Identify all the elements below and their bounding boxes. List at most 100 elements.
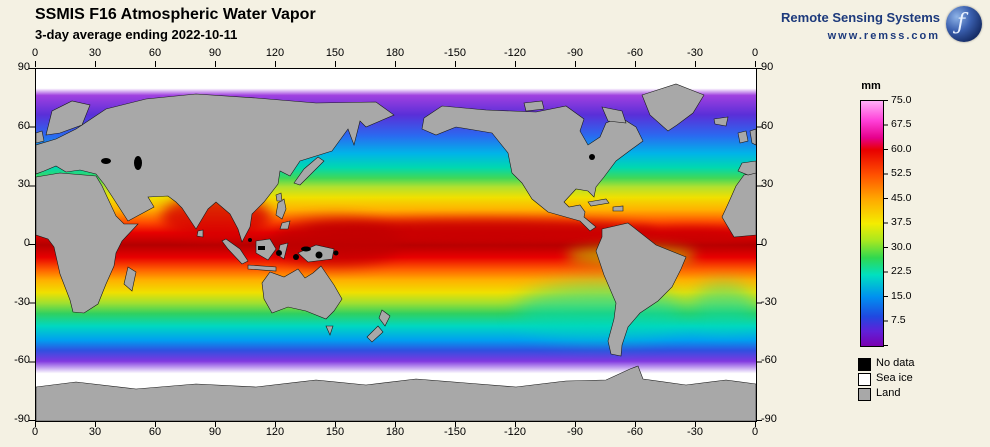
legend-swatch-no-data [858, 358, 871, 371]
lat-label-right: -90 [761, 413, 777, 425]
landmass-victoria-island [523, 100, 545, 112]
lon-label-bottom: 180 [385, 426, 405, 438]
lat-label-left: -60 [14, 354, 30, 366]
colorbar-tick-label: 67.5 [891, 118, 912, 130]
landmass-baffin [601, 106, 627, 124]
lon-label-bottom: -30 [687, 426, 703, 438]
no-data-black-sea [101, 158, 111, 164]
lon-label-top: -120 [503, 47, 527, 59]
landmass-uk-left [36, 130, 45, 144]
lon-label-top: 0 [31, 47, 39, 59]
lat-label-right: 0 [761, 237, 768, 249]
landmass-nz-north [378, 309, 391, 327]
colorbar-tick-label: 22.5 [891, 265, 912, 277]
lon-label-top: -90 [567, 47, 583, 59]
landmass-nz-south [366, 325, 384, 343]
lon-label-top: -150 [443, 47, 467, 59]
lat-label-right: 30 [761, 178, 774, 190]
landmass-africa [36, 172, 139, 314]
landmass-tasmania [325, 325, 334, 336]
lon-label-bottom: 120 [265, 426, 285, 438]
lon-label-bottom: 30 [88, 426, 102, 438]
landmass-borneo [255, 238, 277, 261]
lon-label-bottom: -60 [627, 426, 643, 438]
landmass-sumatra [221, 238, 249, 265]
vapor-accent-atlantic-itcz [634, 227, 749, 243]
colorbar-ticks [884, 100, 888, 346]
lat-label-right: 60 [761, 120, 774, 132]
colorbar-tick-label: 75.0 [891, 94, 912, 106]
lon-label-top: 90 [208, 47, 222, 59]
lon-label-top: 120 [265, 47, 285, 59]
lon-label-bottom: 0 [751, 426, 759, 438]
landmass-iberia [737, 160, 756, 176]
legend-swatch-sea-ice [858, 373, 871, 386]
legend-label: No data [876, 357, 915, 369]
lon-label-bottom: 90 [208, 426, 222, 438]
lon-label-bottom: 0 [31, 426, 39, 438]
lon-ticks-top [35, 61, 756, 67]
landmass-iceland [713, 116, 729, 127]
page-title: SSMIS F16 Atmospheric Water Vapor [35, 6, 316, 23]
no-data-patch [333, 250, 339, 256]
brand-url: www.remss.com [827, 30, 940, 42]
no-data-patch [258, 246, 265, 250]
colorbar-tick-label: 37.5 [891, 216, 912, 228]
landmass-cuba [587, 198, 610, 207]
colorbar-tick-label: 45.0 [891, 192, 912, 204]
lon-label-top: -60 [627, 47, 643, 59]
no-data-patch [293, 254, 299, 260]
no-data-great-lakes [589, 154, 595, 160]
colorbar-unit-label: mm [861, 80, 881, 92]
page-subtitle: 3-day average ending 2022-10-11 [35, 27, 238, 42]
landmass-ireland [737, 130, 749, 144]
lon-label-top: 60 [148, 47, 162, 59]
legend-label: Land [876, 387, 901, 399]
landmass-greenland [641, 83, 705, 132]
lon-label-bottom: 60 [148, 426, 162, 438]
landmass-java [247, 264, 277, 272]
landmass-scandinavia [45, 100, 91, 136]
brand-name: Remote Sensing Systems [781, 10, 940, 25]
lat-label-right: -30 [761, 296, 777, 308]
landmass-antarctica [36, 365, 756, 421]
landmass-sri-lanka [196, 229, 204, 238]
colorbar-tick-label: 15.0 [891, 290, 912, 302]
landmass-south-america [595, 222, 687, 357]
no-data-caspian [134, 156, 142, 170]
landmass-australia [261, 265, 343, 320]
lon-label-top: 0 [751, 47, 759, 59]
legend-label: Sea ice [876, 372, 913, 384]
vapor-accent-warm-pool [271, 219, 401, 265]
lon-label-bottom: -90 [567, 426, 583, 438]
lat-label-right: 90 [761, 61, 774, 73]
landmass-group [36, 83, 756, 421]
vapor-accent-se-atlantic-dry [691, 284, 756, 329]
logo-script-f: ƒ [957, 10, 966, 35]
colorbar-tick-label: 52.5 [891, 167, 912, 179]
lat-label-left: 90 [17, 61, 30, 73]
landmass-uk-right [749, 128, 756, 146]
lon-label-bottom: -120 [503, 426, 527, 438]
legend-swatch-land [858, 388, 871, 401]
rss-globe-icon: ƒ [946, 6, 982, 42]
lon-label-bottom: -150 [443, 426, 467, 438]
lon-label-top: 180 [385, 47, 405, 59]
no-data-patch [248, 238, 252, 242]
lat-ticks-right [756, 68, 762, 421]
no-data-patch [276, 250, 282, 256]
lat-label-left: -90 [14, 413, 30, 425]
lon-ticks-bottom [35, 421, 756, 427]
lat-label-right: -60 [761, 354, 777, 366]
landmass-taiwan [275, 192, 283, 202]
landmass-hispaniola [612, 205, 624, 212]
colorbar-tick-label: 60.0 [891, 143, 912, 155]
lat-ticks-left [29, 68, 35, 421]
landmass-north-america [421, 105, 644, 232]
no-data-patch [301, 246, 311, 252]
landmass-luzon [275, 198, 287, 220]
lat-label-left: 60 [17, 120, 30, 132]
lat-label-left: 30 [17, 178, 30, 190]
continents-layer [36, 83, 756, 421]
